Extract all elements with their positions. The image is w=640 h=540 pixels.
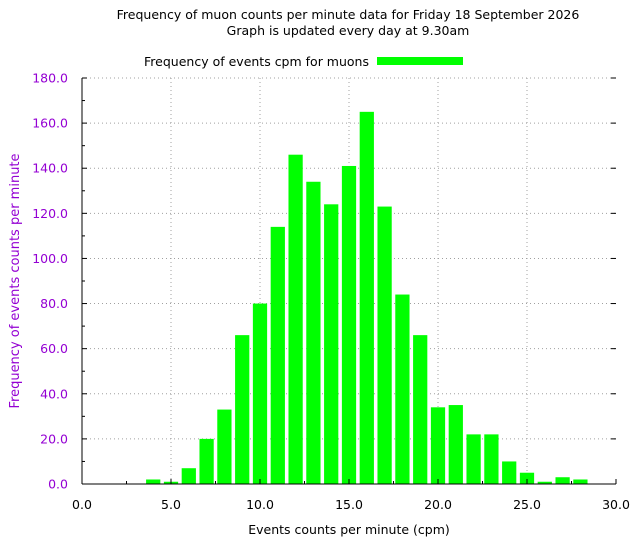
bar (341, 165, 357, 484)
y-tick-label: 40.0 (40, 386, 68, 401)
bar (199, 438, 214, 484)
legend-label: Frequency of events cpm for muons (144, 54, 369, 69)
x-tick-label: 0.0 (72, 497, 92, 512)
bar (324, 204, 339, 485)
legend-swatch (377, 57, 463, 65)
bar (395, 294, 410, 484)
x-axis-label: Events counts per minute (cpm) (248, 522, 450, 537)
bar (448, 405, 463, 484)
y-tick-label: 20.0 (40, 431, 68, 446)
y-tick-label: 60.0 (40, 341, 68, 356)
bar (217, 409, 232, 484)
y-axis-label: Frequency of events counts per minute (8, 153, 23, 408)
bar (519, 472, 535, 484)
y-tick-label: 80.0 (40, 296, 68, 311)
x-tick-labels: 0.0 5.0 10.0 15.0 20.0 25.0 30.0 (72, 497, 630, 512)
bar (502, 461, 517, 484)
bar (359, 111, 374, 484)
bar (288, 154, 303, 484)
bar (430, 407, 446, 484)
grid (82, 77, 616, 484)
bar (466, 434, 481, 484)
bar (235, 335, 250, 484)
legend: Frequency of events cpm for muons (144, 54, 463, 69)
x-tick-label: 15.0 (335, 497, 363, 512)
y-tick-label: 100.0 (32, 251, 68, 266)
bar (413, 335, 428, 484)
bars (146, 111, 588, 485)
x-tick-label: 30.0 (602, 497, 630, 512)
chart-subtitle: Graph is updated every day at 9.30am (227, 23, 470, 38)
bar (252, 303, 268, 484)
bar (146, 479, 161, 484)
y-tick-label: 140.0 (32, 161, 68, 176)
y-tick-label: 160.0 (32, 116, 68, 131)
y-tick-labels: 0.0 20.0 40.0 60.0 80.0 100.0 120.0 140.0 160.0 1… (32, 71, 68, 492)
x-tick-label: 5.0 (161, 497, 181, 512)
bar (377, 206, 392, 485)
y-tick-label: 180.0 (32, 71, 68, 86)
bar (181, 468, 196, 484)
axes (81, 77, 617, 485)
x-tick-label: 10.0 (246, 497, 274, 512)
bar (306, 181, 321, 484)
y-tick-label: 0.0 (48, 477, 68, 492)
y-tick-label: 120.0 (32, 206, 68, 221)
x-tick-label: 25.0 (513, 497, 541, 512)
bar (573, 479, 588, 484)
bar (537, 481, 552, 484)
bar (555, 477, 570, 484)
bar (270, 226, 285, 484)
chart-title: Frequency of muon counts per minute data… (117, 7, 580, 22)
x-tick-label: 20.0 (424, 497, 452, 512)
bar (484, 434, 499, 484)
